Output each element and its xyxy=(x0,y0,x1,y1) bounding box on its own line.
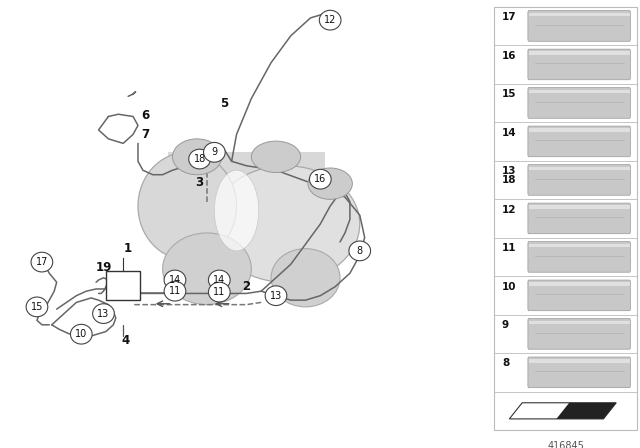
FancyBboxPatch shape xyxy=(528,88,630,118)
Text: 7: 7 xyxy=(141,128,149,141)
Bar xyxy=(529,282,630,285)
FancyBboxPatch shape xyxy=(528,357,630,388)
Circle shape xyxy=(319,10,341,30)
FancyBboxPatch shape xyxy=(528,241,630,272)
Text: 9: 9 xyxy=(211,147,218,157)
Text: 14: 14 xyxy=(502,128,516,138)
Text: 17: 17 xyxy=(502,12,516,22)
Circle shape xyxy=(26,297,48,317)
Circle shape xyxy=(164,270,186,290)
Bar xyxy=(106,271,140,300)
Bar xyxy=(529,128,630,132)
Polygon shape xyxy=(556,403,616,419)
Text: 9: 9 xyxy=(502,320,509,330)
Ellipse shape xyxy=(163,233,252,305)
Ellipse shape xyxy=(212,166,360,282)
Bar xyxy=(529,167,630,170)
Bar xyxy=(529,359,630,362)
Text: 11: 11 xyxy=(502,243,516,253)
Text: 13: 13 xyxy=(270,291,282,301)
Text: 6: 6 xyxy=(141,109,150,122)
FancyBboxPatch shape xyxy=(528,126,630,157)
Circle shape xyxy=(164,281,186,301)
Text: 18: 18 xyxy=(193,154,205,164)
Circle shape xyxy=(310,169,331,189)
Bar xyxy=(529,205,630,209)
Text: 8: 8 xyxy=(356,246,363,256)
FancyBboxPatch shape xyxy=(528,319,630,349)
Text: 12: 12 xyxy=(324,15,337,25)
Bar xyxy=(529,52,630,55)
Text: 11: 11 xyxy=(213,287,225,297)
Ellipse shape xyxy=(138,152,237,260)
Text: 4: 4 xyxy=(122,334,130,347)
Text: 10: 10 xyxy=(75,329,88,339)
Bar xyxy=(529,90,630,93)
Text: 3: 3 xyxy=(196,176,204,190)
Ellipse shape xyxy=(214,170,259,251)
Text: 13: 13 xyxy=(97,309,109,319)
Bar xyxy=(529,13,630,16)
Text: 10: 10 xyxy=(502,281,516,292)
Circle shape xyxy=(189,149,211,169)
Circle shape xyxy=(93,304,115,323)
Text: 15: 15 xyxy=(31,302,43,312)
FancyBboxPatch shape xyxy=(528,49,630,80)
Ellipse shape xyxy=(271,249,340,307)
Polygon shape xyxy=(509,403,616,419)
Text: 19: 19 xyxy=(95,261,111,274)
Ellipse shape xyxy=(308,168,353,199)
Text: 2: 2 xyxy=(243,280,250,293)
Text: 8: 8 xyxy=(502,358,509,369)
Text: 12: 12 xyxy=(502,205,516,215)
Circle shape xyxy=(31,252,52,272)
Text: 16: 16 xyxy=(502,51,516,60)
Text: 17: 17 xyxy=(36,257,48,267)
Text: 11: 11 xyxy=(169,286,181,296)
Circle shape xyxy=(204,142,225,162)
Ellipse shape xyxy=(173,139,222,175)
Text: 13
18: 13 18 xyxy=(502,166,516,185)
Circle shape xyxy=(349,241,371,261)
Circle shape xyxy=(209,282,230,302)
Bar xyxy=(529,244,630,247)
Text: 14: 14 xyxy=(213,275,225,285)
Circle shape xyxy=(70,324,92,344)
FancyBboxPatch shape xyxy=(528,164,630,195)
Text: 14: 14 xyxy=(169,275,181,285)
Bar xyxy=(168,152,325,251)
Bar xyxy=(529,321,630,324)
FancyBboxPatch shape xyxy=(528,203,630,234)
Text: 16: 16 xyxy=(314,174,326,184)
Circle shape xyxy=(209,270,230,290)
Circle shape xyxy=(265,286,287,306)
Text: 5: 5 xyxy=(220,96,228,110)
Text: 1: 1 xyxy=(124,242,132,255)
FancyBboxPatch shape xyxy=(528,11,630,41)
Ellipse shape xyxy=(252,141,301,172)
Text: 416845: 416845 xyxy=(547,441,584,448)
FancyBboxPatch shape xyxy=(528,280,630,311)
Text: 15: 15 xyxy=(502,89,516,99)
